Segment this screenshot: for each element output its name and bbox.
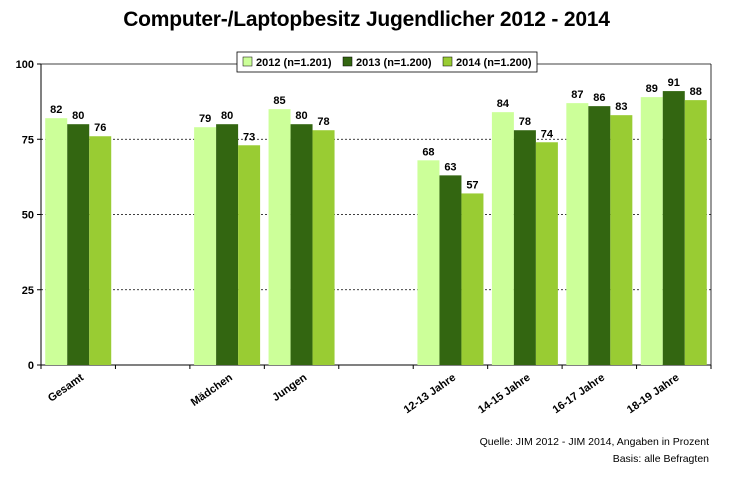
- bar: [268, 109, 291, 366]
- legend-swatch: [242, 56, 253, 67]
- bar-value-label: 78: [519, 116, 531, 128]
- bar: [290, 124, 313, 365]
- bar-value-label: 82: [50, 104, 62, 116]
- bar-value-label: 63: [444, 161, 456, 173]
- bar-value-label: 91: [668, 77, 680, 89]
- bar-value-label: 57: [466, 179, 478, 191]
- bar-value-label: 87: [571, 89, 583, 101]
- bar: [238, 145, 261, 365]
- bar-value-label: 83: [615, 101, 627, 113]
- bar: [439, 175, 462, 365]
- bar: [610, 115, 633, 365]
- basis-note: Basis: alle Befragten: [612, 453, 709, 465]
- bar: [417, 160, 440, 365]
- bar-value-label: 80: [221, 110, 233, 122]
- bar-value-label: 88: [690, 86, 702, 98]
- chart-title: Computer-/Laptopbesitz Jugendlicher 2012…: [123, 8, 610, 31]
- legend-swatch: [342, 56, 353, 67]
- bar: [89, 136, 112, 365]
- bar-value-label: 86: [593, 92, 605, 104]
- x-category-label: 14-15 Jahre: [476, 372, 532, 417]
- bar: [662, 91, 685, 365]
- bar: [312, 130, 335, 365]
- legend-swatch: [442, 56, 453, 67]
- bar: [216, 124, 239, 365]
- bar-value-label: 76: [94, 122, 106, 134]
- y-tick-label: 0: [28, 360, 34, 372]
- bar: [491, 112, 514, 365]
- bar-value-label: 80: [295, 110, 307, 122]
- x-category-label: 12-13 Jahre: [402, 372, 458, 417]
- x-category-label: Gesamt: [46, 371, 86, 404]
- y-tick-label: 75: [22, 134, 34, 146]
- x-category-label: 16-17 Jahre: [551, 372, 607, 417]
- bar-value-label: 74: [541, 128, 554, 140]
- bar: [566, 103, 589, 365]
- bar: [45, 118, 68, 366]
- bar: [67, 124, 90, 365]
- bar: [513, 130, 536, 365]
- y-tick-label: 25: [22, 285, 34, 297]
- x-category-label: 18-19 Jahre: [625, 372, 681, 417]
- y-tick-label: 50: [22, 210, 34, 222]
- bar-value-label: 79: [199, 113, 211, 125]
- bar-value-label: 68: [422, 146, 434, 158]
- legend-box: [236, 51, 538, 73]
- x-category-label: Jungen: [270, 371, 309, 403]
- bar-value-label: 73: [243, 131, 255, 143]
- bar-value-label: 78: [317, 116, 329, 128]
- y-tick-label: 100: [16, 59, 34, 71]
- legend-label: 2014 (n=1.200): [456, 57, 532, 69]
- bar: [461, 193, 484, 365]
- legend-label: 2012 (n=1.201): [256, 57, 332, 69]
- x-category-label: Mädchen: [189, 371, 235, 408]
- legend-label: 2013 (n=1.200): [356, 57, 432, 69]
- bar-value-label: 85: [273, 95, 285, 107]
- bar-value-label: 84: [497, 98, 510, 110]
- bar-value-label: 89: [646, 83, 658, 95]
- bar: [640, 97, 663, 366]
- bar-value-label: 80: [72, 110, 84, 122]
- bar: [588, 106, 611, 365]
- bar: [194, 127, 217, 366]
- source-note: Quelle: JIM 2012 - JIM 2014, Angaben in …: [479, 436, 709, 448]
- bar: [535, 142, 558, 365]
- bar: [684, 100, 707, 366]
